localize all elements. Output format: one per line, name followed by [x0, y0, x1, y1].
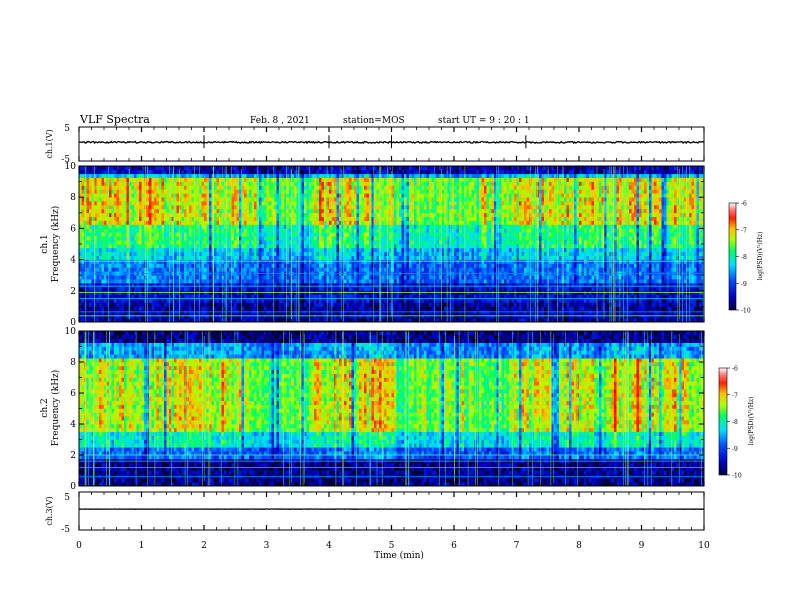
colorbar-tick-label: -7: [732, 392, 738, 399]
figure-title: VLF Spectra: [79, 113, 150, 126]
freq-tick-label: 6: [70, 389, 76, 399]
ch1-spectrogram-image: [79, 166, 704, 322]
freq-tick-label: 0: [70, 482, 76, 492]
ch2-colorbar: log(PSD)(V²/Hz) -10 -9 -8 -7 -6: [719, 366, 755, 480]
x-tick-label: 3: [264, 541, 270, 551]
ch1-ytick-top: 5: [64, 124, 70, 134]
x-tick-label: 6: [451, 541, 457, 551]
colorbar-tick-label: -6: [741, 201, 747, 208]
x-tick-label: 0: [76, 541, 82, 551]
freq-tick-label: 6: [70, 224, 76, 234]
ch2-spectrogram-panel: 0 2 4 6 8 10 ch.2 Frequency (kHz): [40, 327, 704, 492]
ch2-spectrogram-ylabel-line1: ch.2: [40, 398, 50, 417]
freq-tick-label: 2: [70, 287, 76, 297]
colorbar-tick-label: -10: [741, 308, 751, 315]
x-tick-label: 8: [576, 541, 582, 551]
x-axis-label: Time (min): [374, 550, 424, 561]
colorbar-tick-label: -8: [732, 419, 738, 426]
ch2-spectrogram-ylabel-line2: Frequency (kHz): [50, 370, 61, 447]
freq-tick-label: 8: [70, 193, 76, 203]
colorbar-tick-label: -10: [732, 473, 742, 480]
ch1-spectrogram-ylabel-line1: ch.1: [40, 234, 50, 253]
figure-start-time: start UT = 9 : 20 : 1: [438, 116, 530, 126]
ch3-waveform-ylabel: ch.3(V): [45, 496, 54, 525]
ch2-spectrogram-image: [79, 331, 704, 486]
ch3-ytick-top: 5: [64, 493, 70, 503]
figure-date: Feb. 8 , 2021: [250, 116, 310, 126]
freq-tick-label: 4: [70, 420, 76, 430]
x-tick-label: 1: [139, 541, 145, 551]
freq-tick-label: 2: [70, 451, 76, 461]
freq-tick-label: 8: [70, 358, 76, 368]
x-tick-labels: 0 1 2 3 4 5 6 7 8 9 10: [76, 541, 710, 551]
ch3-waveform-panel: 5 -5 ch.3(V): [45, 492, 704, 535]
freq-tick-label: 4: [70, 256, 76, 266]
freq-tick-label: 10: [65, 162, 77, 172]
ch2-colorbar-label: log(PSD)(V²/Hz): [748, 397, 755, 446]
ch1-colorbar: log(PSD)(V²/Hz) -10 -9 -8 -7 -6: [729, 201, 764, 315]
x-tick-label: 7: [514, 541, 520, 551]
x-tick-label: 9: [639, 541, 645, 551]
x-tick-label: 10: [698, 541, 710, 551]
colorbar-tick-label: -8: [741, 254, 747, 261]
ch3-ytick-bottom: -5: [61, 525, 70, 535]
figure-station: station=MOS: [343, 116, 405, 126]
ch1-colorbar-label: log(PSD)(V²/Hz): [757, 232, 764, 281]
x-tick-label: 5: [389, 541, 395, 551]
ch1-waveform-ylabel: ch.1(V): [45, 129, 54, 158]
colorbar-tick-label: -6: [732, 366, 738, 373]
colorbar-tick-label: -9: [732, 446, 738, 453]
ch1-spectrogram-ylabel-line2: Frequency (kHz): [50, 206, 61, 283]
x-tick-label: 2: [201, 541, 207, 551]
colorbar-tick-label: -9: [741, 281, 747, 288]
vlf-figure: VLF Spectra Feb. 8 , 2021 station=MOS st…: [0, 0, 792, 612]
x-tick-label: 4: [326, 541, 332, 551]
freq-tick-label: 10: [65, 327, 77, 337]
colorbar-tick-label: -7: [741, 227, 747, 234]
ch1-waveform-panel: 5 -5 ch.1(V): [45, 124, 704, 165]
